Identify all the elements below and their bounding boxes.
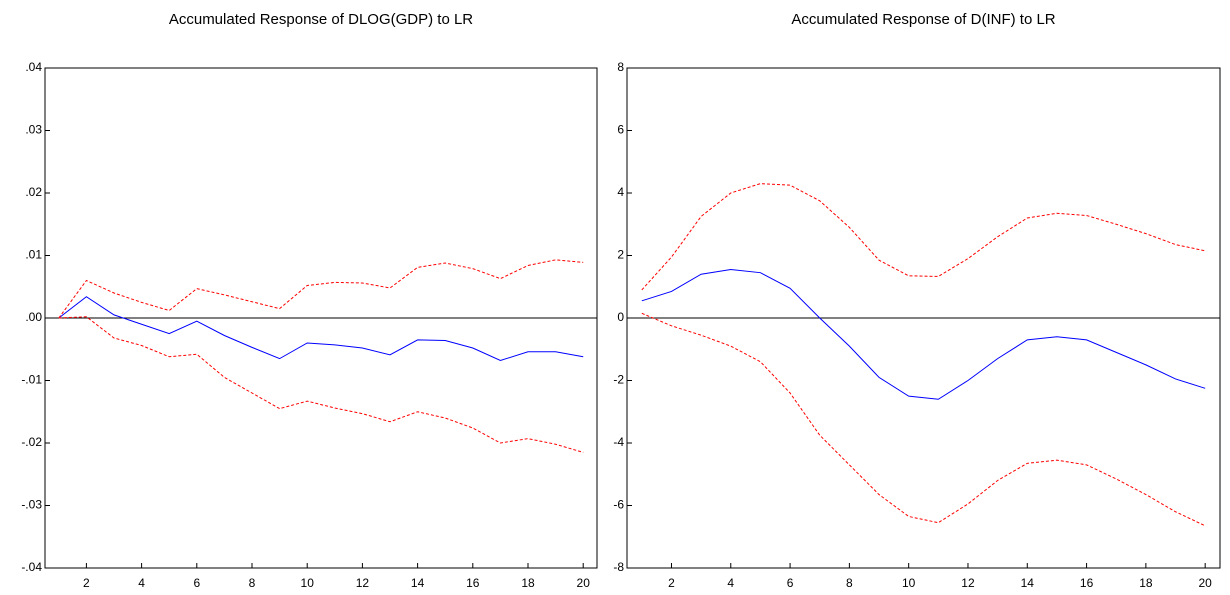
y-tick-label: .00	[25, 310, 42, 324]
x-tick-label: 6	[787, 576, 794, 590]
y-tick-label: 0	[617, 310, 624, 324]
y-tick-label: 4	[617, 185, 624, 199]
y-tick-label: .03	[25, 123, 42, 137]
x-tick-label: 20	[1198, 576, 1212, 590]
series-line	[641, 183, 1206, 291]
y-tick-label: .04	[25, 60, 42, 74]
chart-title: Accumulated Response of D(INF) to LR	[791, 11, 1055, 28]
y-tick-label: -.02	[21, 435, 42, 449]
y-tick-label: 2	[617, 248, 624, 262]
x-tick-label: 18	[1139, 576, 1153, 590]
x-tick-label: 6	[193, 576, 200, 590]
x-tick-label: 10	[902, 576, 916, 590]
chart-title: Accumulated Response of DLOG(GDP) to LR	[169, 11, 473, 28]
series-line	[58, 316, 584, 453]
x-tick-label: 2	[668, 576, 675, 590]
x-tick-label: 16	[1080, 576, 1094, 590]
x-tick-label: 4	[138, 576, 145, 590]
x-tick-label: 12	[961, 576, 975, 590]
y-tick-label: 6	[617, 123, 624, 137]
y-tick-label: -.03	[21, 498, 42, 512]
x-tick-label: 10	[301, 576, 315, 590]
y-tick-label: -8	[613, 560, 624, 574]
x-tick-label: 8	[846, 576, 853, 590]
x-tick-label: 4	[727, 576, 734, 590]
y-tick-label: -2	[613, 373, 624, 387]
y-tick-label: .02	[25, 185, 42, 199]
x-tick-label: 12	[356, 576, 370, 590]
x-tick-label: 20	[577, 576, 591, 590]
y-tick-label: -4	[613, 435, 624, 449]
x-tick-label: 16	[466, 576, 480, 590]
y-tick-label: -.01	[21, 373, 42, 387]
series-line	[641, 269, 1206, 400]
y-tick-label: 8	[617, 60, 624, 74]
y-tick-label: -.04	[21, 560, 42, 574]
y-tick-label: -6	[613, 498, 624, 512]
x-tick-label: 2	[83, 576, 90, 590]
series-line	[58, 296, 584, 362]
series-line	[58, 259, 584, 319]
x-tick-label: 8	[249, 576, 256, 590]
x-tick-label: 18	[521, 576, 535, 590]
series-line	[641, 312, 1206, 527]
y-tick-label: .01	[25, 248, 42, 262]
x-tick-label: 14	[1021, 576, 1035, 590]
x-tick-label: 14	[411, 576, 425, 590]
